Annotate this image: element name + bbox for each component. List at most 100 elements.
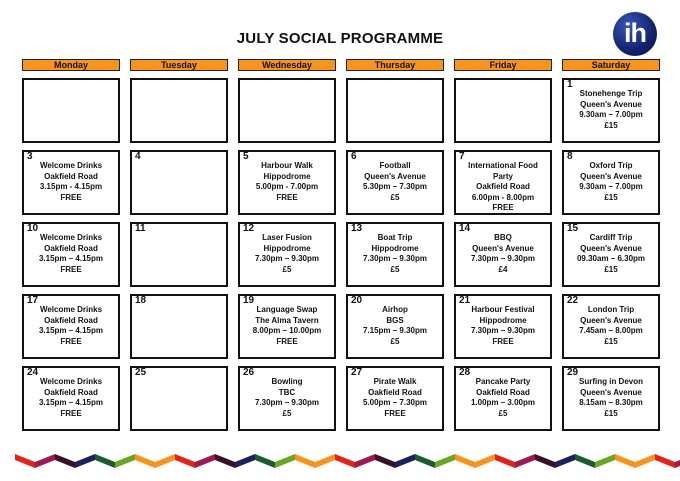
event-line: 5.00pm - 7.00pm (255, 182, 319, 191)
date-number: 17 (27, 295, 39, 306)
event-line: Hippodrome (479, 315, 527, 325)
day-cell: 29 Surfing in Devon Queen's Avenue 8.15am –… (562, 366, 660, 431)
event-line: Hippodrome (371, 243, 419, 253)
event-details: Welcome Drinks Oakfield Road 3.15pm – 4.15… (24, 368, 118, 419)
event-details (132, 152, 226, 161)
event-details (456, 80, 550, 89)
zigzag-segment (455, 454, 475, 468)
event-line: Oakfield Road (44, 387, 98, 397)
event-details (132, 224, 226, 233)
day-cell: 24 Welcome Drinks Oakfield Road 3.15pm – 4.… (22, 366, 120, 431)
zigzag-segment (495, 454, 515, 468)
event-details: Airhop BGS 7.15pm – 9.30pm £5 (348, 296, 442, 347)
date-number: 10 (27, 223, 39, 234)
event-line: FREE (492, 336, 514, 346)
date-number: 24 (27, 367, 39, 378)
event-line: Pancake Party (475, 377, 531, 386)
event-details (240, 80, 334, 89)
event-line: Bowling (271, 377, 303, 386)
event-details: Stonehenge Trip Queen's Avenue 9.30am – 7.… (564, 80, 658, 131)
event-line: Oakfield Road (44, 171, 98, 181)
event-line: £5 (390, 192, 400, 202)
empty-cell (346, 78, 444, 143)
event-line: £15 (604, 264, 618, 274)
date-number: 6 (351, 151, 357, 162)
ih-logo: ih (613, 12, 657, 56)
day-cell: 15 Cardiff Trip Queen's Avenue 09.30am – 6.… (562, 222, 660, 287)
zigzag-segment (535, 454, 555, 468)
date-number: 22 (567, 295, 579, 306)
event-line: Hippodrome (263, 171, 311, 181)
zigzag-segment (475, 454, 495, 468)
event-line: Queen's Avenue (364, 171, 426, 181)
date-number: 21 (459, 295, 471, 306)
event-line: Hippodrome (263, 243, 311, 253)
day-header-saturday: Saturday (562, 59, 660, 71)
zigzag-segment (195, 454, 215, 468)
date-number: 28 (459, 367, 471, 378)
event-line: Queen's Avenue (580, 243, 642, 253)
event-line: £5 (282, 264, 292, 274)
date-number: 4 (135, 151, 141, 162)
event-line: TBC (278, 387, 296, 397)
date-number: 1 (567, 79, 573, 90)
event-line: £4 (498, 264, 508, 274)
event-line: Queen's Avenue (580, 387, 642, 397)
event-line: Harbour Walk (261, 161, 313, 170)
date-number: 26 (243, 367, 255, 378)
zigzag-segment (395, 454, 415, 468)
event-line: 6.00pm - 8.00pm (471, 192, 535, 202)
event-line: Stonehenge Trip (579, 89, 643, 98)
event-line: Queen's Avenue (472, 243, 534, 253)
event-details: Bowling TBC 7.30pm – 9.30pm £5 (240, 368, 334, 419)
event-details: Surfing in Devon Queen's Avenue 8.15am – 8… (564, 368, 658, 419)
event-line: FREE (60, 192, 82, 202)
event-line: £5 (390, 264, 400, 274)
zigzag-segment (635, 454, 655, 468)
zigzag-segment (215, 454, 235, 468)
day-cell: 19 Language Swap The Alma Tavern 8.00pm – 1… (238, 294, 336, 359)
zigzag-segment (295, 454, 315, 468)
event-line: 7.45am – 8.00pm (579, 326, 643, 335)
day-cell: 26 Bowling TBC 7.30pm – 9.30pm £5 (238, 366, 336, 431)
event-line: 7.30pm – 9.30pm (254, 398, 320, 407)
day-cell: 28 Pancake Party Oakfield Road 1.00pm – 3.0… (454, 366, 552, 431)
zigzag-segment (55, 454, 75, 468)
event-line: Football (379, 161, 411, 170)
event-line: FREE (60, 264, 82, 274)
event-line: Oakfield Road (44, 243, 98, 253)
day-cell: 22 London Trip Queen's Avenue 7.45am – 8.00… (562, 294, 660, 359)
day-header-thursday: Thursday (346, 59, 444, 71)
day-cell: 14 BBQ Queen's Avenue 7.30pm – 9.30pm £4 (454, 222, 552, 287)
event-line: 7.15pm – 9.30pm (362, 326, 428, 335)
event-line: Queen's Avenue (580, 171, 642, 181)
event-line: BGS (386, 315, 404, 325)
event-line: £5 (498, 408, 508, 418)
day-cell: 5 Harbour Walk Hippodrome 5.00pm - 7.00pm FR… (238, 150, 336, 215)
date-number: 7 (459, 151, 465, 162)
day-cell: 18 (130, 294, 228, 359)
day-header-wednesday: Wednesday (238, 59, 336, 71)
event-details: Language Swap The Alma Tavern 8.00pm – 10.… (240, 296, 334, 347)
zigzag-segment (575, 454, 595, 468)
event-details (24, 80, 118, 89)
event-line: Harbour Festival (471, 305, 535, 314)
zigzag-segment (515, 454, 535, 468)
date-number: 8 (567, 151, 573, 162)
event-line: Queen's Avenue (580, 99, 642, 109)
event-line: 3.15pm – 4.15pm (38, 398, 104, 407)
event-line: Oakfield Road (476, 182, 530, 191)
event-details: Football Queen's Avenue 5.30pm – 7.30pm £5 (348, 152, 442, 203)
event-details: Harbour Walk Hippodrome 5.00pm - 7.00pm FRE… (240, 152, 334, 203)
zigzag-border-decoration (15, 454, 680, 468)
event-line: BBQ (494, 233, 512, 242)
event-line: Boat Trip (377, 233, 413, 242)
date-number: 5 (243, 151, 249, 162)
empty-cell (22, 78, 120, 143)
day-header-monday: Monday (22, 59, 120, 71)
event-line: Oakfield Road (44, 315, 98, 325)
event-line: Laser Fusion (262, 233, 312, 242)
event-line: £5 (282, 408, 292, 418)
event-line: Oakfield Road (368, 387, 422, 397)
event-line: FREE (276, 336, 298, 346)
